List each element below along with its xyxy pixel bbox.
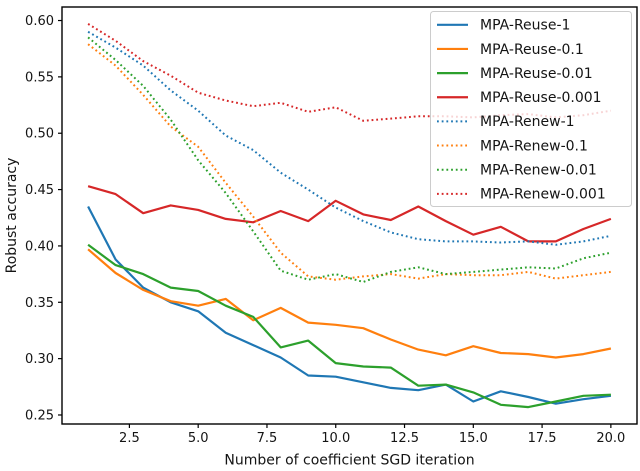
x-tick-label: 10.0 [321,431,350,446]
plot-border [61,6,638,425]
y-tick-label: 0.25 [25,408,54,423]
axes: 2.5 5.0 7.5 10.0 12.5 15.0 17.5 20.0 0.25 0.30 0.3… [25,6,638,446]
y-tick-label: 0.55 [25,70,54,85]
legend-label: MPA-Reuse-0.01 [480,66,593,82]
legend-label: MPA-Reuse-0.001 [480,90,602,106]
y-tick-label: 0.45 [25,183,54,198]
legend-item-MPA-Renew-0.01: MPA-Renew-0.01 [437,163,597,179]
series-line-MPA-Reuse-1 [87,205,612,405]
legend-label: MPA-Renew-0.1 [480,138,588,154]
x-tick-label: 7.5 [257,431,278,446]
legend-item-MPA-Reuse-1: MPA-Reuse-1 [437,18,570,34]
legend-box [430,11,632,207]
legend-label: MPA-Reuse-1 [480,18,570,34]
x-axis-title: Number of coefficient SGD iteration [224,453,474,469]
legend-label: MPA-Reuse-0.1 [480,42,584,58]
x-tick-label: 5.0 [188,431,209,446]
y-tick-label: 0.40 [25,239,54,254]
legend-item-MPA-Reuse-0.001: MPA-Reuse-0.001 [437,90,602,106]
x-tick-label: 2.5 [119,431,140,446]
plot-area [87,23,612,409]
x-tick-label: 20.0 [596,431,625,446]
legend-item-MPA-Renew-1: MPA-Renew-1 [437,114,575,130]
series-line-MPA-Reuse-0.01 [87,243,611,409]
legend-item-MPA-Reuse-0.01: MPA-Reuse-0.01 [437,66,593,82]
legend: MPA-Reuse-1 MPA-Reuse-0.1 MPA-Reuse-0.01 MP… [430,11,632,207]
legend-label: MPA-Renew-1 [480,114,575,130]
y-tick-label: 0.30 [25,352,54,367]
x-tick-label: 12.5 [390,431,419,446]
series-line-MPA-Renew-0.1 [87,43,612,281]
series-line-MPA-Renew-1 [87,30,612,246]
series-line-MPA-Reuse-0.1 [87,248,612,359]
legend-label: MPA-Renew-0.01 [480,163,597,179]
y-tick-label: 0.50 [25,127,54,142]
x-tick-label: 17.5 [528,431,557,446]
series-line-MPA-Reuse-0.001 [87,185,612,243]
y-tick-label: 0.60 [25,14,54,29]
y-tick-label: 0.35 [25,296,54,311]
legend-item-MPA-Renew-0.1: MPA-Renew-0.1 [437,138,588,154]
legend-item-MPA-Renew-0.001: MPA-Renew-0.001 [437,187,606,203]
legend-label: MPA-Renew-0.001 [480,187,606,203]
x-tick-label: 15.0 [459,431,488,446]
y-axis-title: Robust accuracy [4,158,20,274]
legend-item-MPA-Reuse-0.1: MPA-Reuse-0.1 [437,42,584,58]
